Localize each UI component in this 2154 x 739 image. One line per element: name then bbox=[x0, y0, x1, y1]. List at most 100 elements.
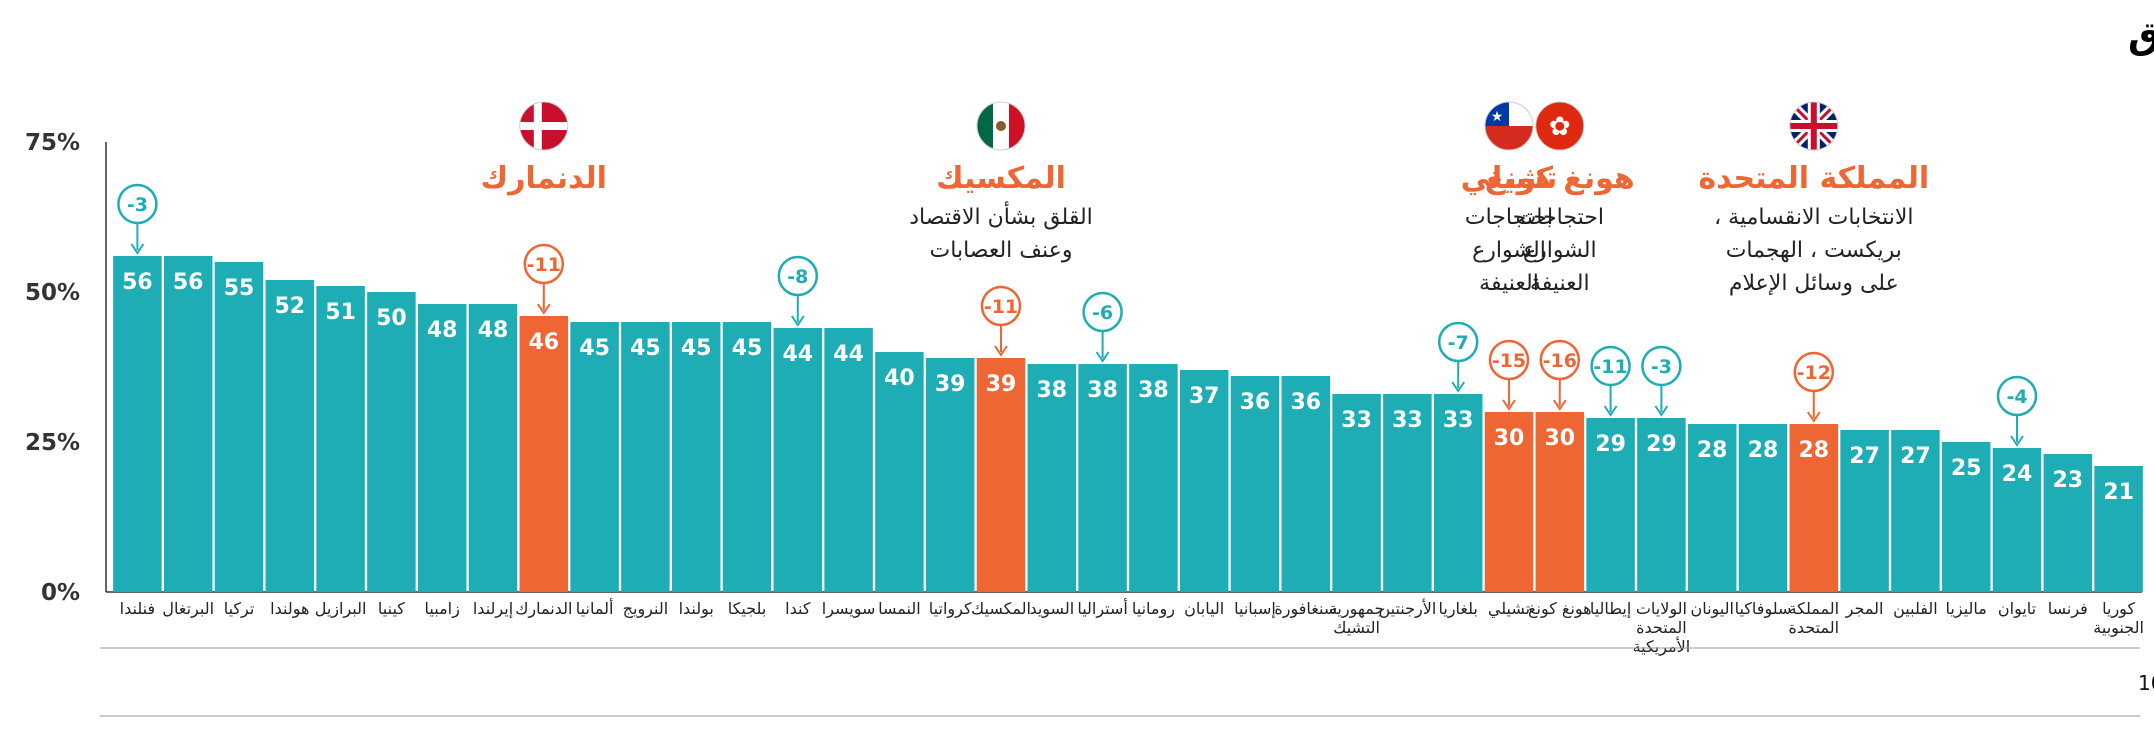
bar bbox=[1535, 412, 1585, 592]
bar bbox=[1992, 448, 2042, 592]
bar-value-label: 36 bbox=[1240, 390, 1271, 415]
bar-value-label: 56 bbox=[173, 270, 204, 295]
callout-note: العنيفة bbox=[1479, 271, 1539, 296]
bar-value-label: 44 bbox=[833, 342, 864, 367]
x-category-label: سويسرا bbox=[822, 599, 876, 619]
change-value: -6 bbox=[1092, 302, 1113, 324]
bar bbox=[1586, 418, 1635, 592]
callout-note: العنيفة bbox=[1530, 271, 1590, 296]
bar-value-label: 37 bbox=[1189, 384, 1220, 409]
change-value: -7 bbox=[1448, 332, 1469, 354]
callout-note: الشوارع bbox=[1523, 238, 1597, 263]
bar bbox=[1129, 364, 1178, 592]
bar-value-label: 28 bbox=[1748, 438, 1779, 463]
bar-value-label: 36 bbox=[1290, 390, 1321, 415]
bar-value-label: 55 bbox=[224, 276, 255, 301]
change-arrow-head bbox=[1451, 381, 1466, 393]
x-category-label: سنغافورة bbox=[1274, 599, 1337, 619]
x-category-label: البرازيل bbox=[315, 599, 367, 619]
callout-note: احتجاجات bbox=[1465, 205, 1553, 230]
change-value: -4 bbox=[2006, 386, 2027, 408]
change-marker: -11 bbox=[523, 243, 565, 315]
bar-value-label: 51 bbox=[325, 300, 356, 325]
bar bbox=[1230, 376, 1280, 592]
x-category-label: زامبيا bbox=[425, 599, 460, 619]
change-arrow-head bbox=[994, 345, 1008, 357]
changes-layer: -3 -11 -8 -11 -6 -7 -15 -16 -11 -3 -12 -4 bbox=[117, 183, 2038, 447]
x-category-label: الأرجنتين bbox=[1378, 598, 1436, 619]
x-category-label: المكسيك bbox=[971, 599, 1031, 618]
x-category-label: كندا bbox=[785, 599, 811, 618]
uk-flag bbox=[1789, 101, 1839, 151]
bar-value-label: 48 bbox=[427, 318, 458, 343]
bar bbox=[519, 316, 569, 592]
x-category-label: هولندا bbox=[270, 599, 309, 619]
callout-country-name: تشيلي bbox=[1461, 161, 1558, 196]
chart-title: النسـبة التي تتفق على أنها يمكن أن تثق ف… bbox=[2128, 11, 2154, 57]
x-category-label: جمهورية التشيك bbox=[1329, 599, 1385, 637]
bar-value-label: 28 bbox=[1798, 438, 1829, 463]
callout: المملكة المتحدة الانتخابات الانقسامية ، بر… bbox=[1698, 101, 1929, 296]
bar-value-label: 45 bbox=[579, 336, 610, 361]
bars-layer bbox=[113, 256, 2143, 592]
x-category-label: فرنسا bbox=[2048, 599, 2088, 619]
change-value: -16 bbox=[1543, 350, 1577, 372]
x-category-label: إسبانيا bbox=[1234, 599, 1276, 618]
x-category-label: أستراليا bbox=[1077, 598, 1128, 619]
bar bbox=[1484, 412, 1534, 592]
change-arrow-head bbox=[1806, 411, 1821, 423]
svg-text:✿: ✿ bbox=[1549, 112, 1571, 142]
bar bbox=[925, 358, 975, 592]
bar bbox=[1281, 376, 1331, 592]
bar-value-label: 56 bbox=[122, 270, 153, 295]
callout-country-name: الدنمارك bbox=[481, 161, 607, 196]
x-category-label: بلجيكا bbox=[728, 599, 767, 618]
x-category-label: الولايات المتحدة الأمريكية bbox=[1633, 599, 1691, 657]
x-category-label: ماليزيا bbox=[1946, 599, 1987, 619]
x-category-label: الفلبين bbox=[1893, 599, 1938, 619]
bar bbox=[265, 280, 315, 592]
callout-note: الانتخابات الانقسامية ، bbox=[1714, 205, 1913, 230]
bar-value-label: 45 bbox=[630, 336, 661, 361]
change-arrow-head bbox=[1552, 399, 1567, 411]
x-category-label: بلغاريا bbox=[1438, 599, 1477, 619]
callout: الدنمارك bbox=[481, 101, 607, 196]
denmark-flag bbox=[519, 101, 569, 151]
x-category-label: إيطاليا bbox=[1590, 599, 1631, 618]
bar bbox=[773, 328, 823, 592]
x-category-label: بولندا bbox=[679, 599, 714, 619]
callout-note: القلق بشأن الاقتصاد bbox=[909, 201, 1093, 230]
bar bbox=[1738, 424, 1788, 592]
x-category-label: اليونان bbox=[1690, 599, 1734, 619]
bar bbox=[468, 304, 518, 592]
y-tick-label: 75% bbox=[25, 130, 80, 156]
x-category-label: المجر bbox=[1845, 599, 1884, 619]
bar-value-label: 52 bbox=[274, 294, 305, 319]
callout: ✿ هونغ كونغ احتجاجات الشوارع العنيفة bbox=[1485, 101, 1635, 296]
bar bbox=[621, 322, 670, 592]
x-category-label: النمسا bbox=[878, 599, 921, 618]
bar bbox=[1789, 424, 1839, 592]
bar bbox=[824, 328, 873, 592]
bar-value-label: 45 bbox=[681, 336, 712, 361]
change-marker: -12 bbox=[1793, 351, 1835, 423]
bar-value-label: 38 bbox=[1138, 378, 1169, 403]
callout-note: الشوارع bbox=[1472, 238, 1546, 263]
callout-country-name: هونغ كونغ bbox=[1485, 161, 1635, 196]
x-category-label: تايوان bbox=[1998, 599, 2036, 619]
x-category-label: كينيا bbox=[378, 599, 405, 618]
bar bbox=[1027, 364, 1077, 592]
change-marker: -11 bbox=[980, 285, 1022, 357]
bar bbox=[1891, 430, 1940, 592]
change-value: -11 bbox=[527, 254, 561, 276]
y-tick-label: 0% bbox=[41, 580, 80, 606]
change-marker: -6 bbox=[1082, 291, 1123, 363]
bar bbox=[671, 322, 721, 592]
bar bbox=[2043, 454, 2093, 592]
bar-value-label: 45 bbox=[732, 336, 763, 361]
bar-value-label: 39 bbox=[986, 372, 1017, 397]
bar-value-label: 27 bbox=[1900, 444, 1931, 469]
bar-value-label: 44 bbox=[782, 342, 813, 367]
x-category-label: البرتغال bbox=[162, 599, 214, 619]
x-category-label: سلوفاكيا bbox=[1735, 599, 1792, 619]
